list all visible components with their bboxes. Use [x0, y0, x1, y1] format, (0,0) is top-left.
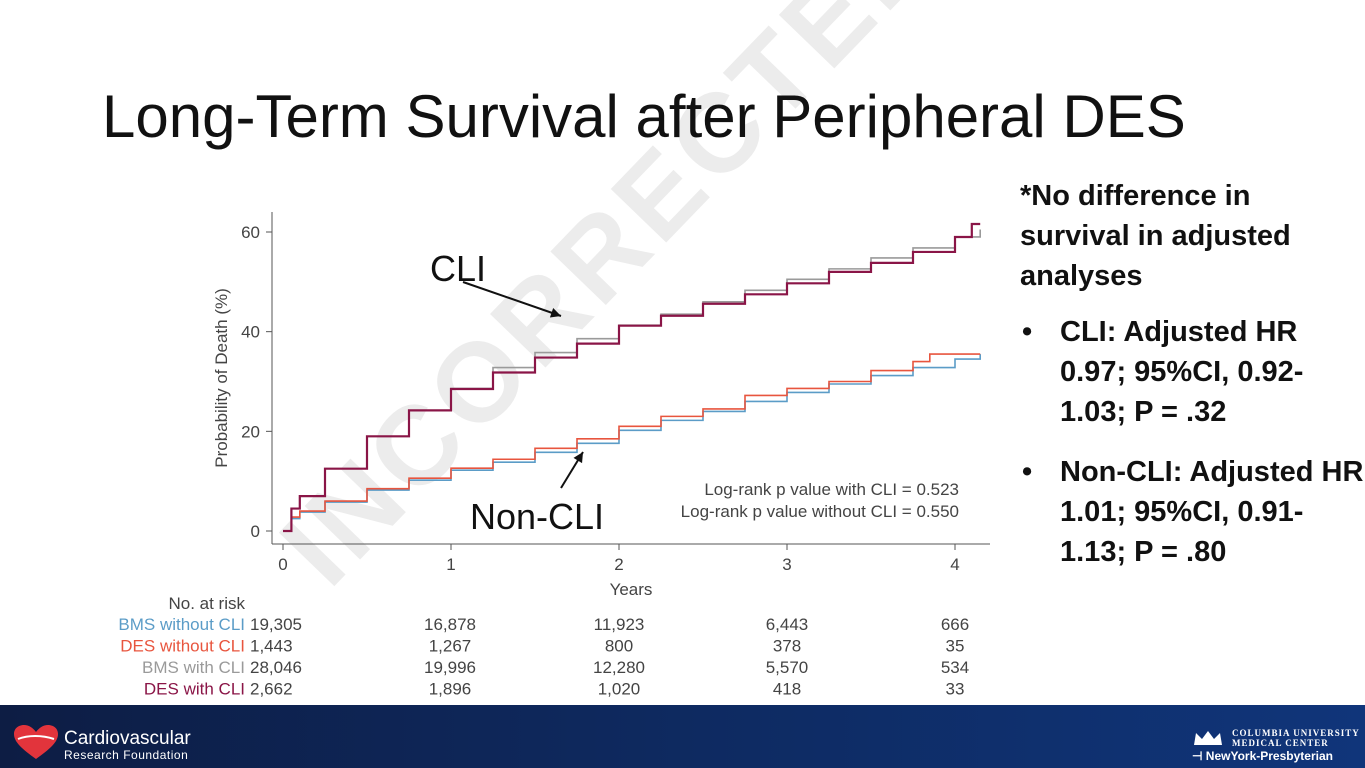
risk-row-label: BMS without CLI — [118, 615, 245, 634]
x-axis-title: Years — [610, 580, 653, 599]
risk-cell: 378 — [773, 637, 801, 656]
risk-cell: 6,443 — [766, 615, 809, 634]
columbia-text: Columbia University Medical Center — [1232, 728, 1365, 748]
heart-logo-icon — [14, 725, 58, 759]
footer-bar: Cardiovascular Research Foundation Colum… — [0, 705, 1365, 768]
x-tick-label: 1 — [446, 555, 455, 574]
pvalue-with-cli: Log-rank p value with CLI = 0.523 — [704, 480, 959, 499]
crf-subtitle: Research Foundation — [64, 748, 189, 762]
risk-cell: 19,996 — [424, 658, 476, 677]
crown-icon — [1194, 731, 1222, 745]
side-note-text: Non-CLI: Adjusted HR 1.01; 95%CI, 0.91-1… — [1060, 456, 1364, 568]
risk-cell: 666 — [941, 615, 969, 634]
cli-arrow-shaft — [462, 281, 562, 317]
bullet-icon: • — [1022, 456, 1033, 488]
risk-cell: 418 — [773, 680, 801, 699]
pvalue-without-cli: Log-rank p value without CLI = 0.550 — [681, 502, 959, 521]
risk-cell: 534 — [941, 658, 969, 677]
risk-cell: 1,896 — [429, 680, 472, 699]
side-notes-header: *No difference in survival in adjusted a… — [1020, 180, 1291, 292]
x-tick-label: 4 — [950, 555, 959, 574]
risk-cell: 16,878 — [424, 615, 476, 634]
nyp-text: NewYork-Presbyterian — [1205, 749, 1333, 763]
side-note-text: CLI: Adjusted HR 0.97; 95%CI, 0.92-1.03;… — [1060, 316, 1304, 428]
y-tick-label: 40 — [241, 323, 260, 342]
side-note-bullet-non-cli: • Non-CLI: Adjusted HR 1.01; 95%CI, 0.91-… — [1020, 452, 1365, 572]
risk-cell: 11,923 — [594, 615, 645, 634]
side-note-bullet-cli: • CLI: Adjusted HR 0.97; 95%CI, 0.92-1.03… — [1020, 312, 1365, 432]
risk-cell: 2,662 — [250, 680, 293, 699]
columbia-line2: Medical Center — [1232, 738, 1329, 748]
risk-cell: 5,570 — [766, 658, 809, 677]
risk-row-label: DES with CLI — [144, 680, 245, 699]
risk-cell: 800 — [605, 637, 633, 656]
side-notes: *No difference in survival in adjusted a… — [1020, 176, 1365, 592]
columbia-line1: Columbia University — [1232, 728, 1360, 738]
risk-row-label: BMS with CLI — [142, 658, 245, 677]
risk-row-label: DES without CLI — [120, 637, 245, 656]
risk-cell: 1,267 — [429, 637, 472, 656]
risk-cell: 28,046 — [250, 658, 302, 677]
crf-wordmark: Cardiovascular Research Foundation — [64, 729, 191, 762]
x-tick-label: 2 — [614, 555, 623, 574]
bullet-icon: • — [1022, 316, 1033, 348]
nyp-mark-icon: ⊣ — [1192, 749, 1206, 763]
crf-name: Cardiovascular — [64, 728, 191, 749]
y-axis-title: Probability of Death (%) — [212, 288, 231, 468]
non-cli-arrow-head — [573, 452, 583, 464]
survival-chart: 0 20 40 60 0 1 2 3 4 Years Probability of Death (%… — [118, 212, 990, 699]
side-notes-list: • CLI: Adjusted HR 0.97; 95%CI, 0.92-1.03… — [1020, 312, 1365, 572]
cli-arrow-head — [549, 307, 561, 318]
x-tick-label: 0 — [278, 555, 287, 574]
risk-cell: 1,443 — [250, 637, 293, 656]
risk-cell: 12,280 — [593, 658, 645, 677]
y-tick-label: 0 — [251, 522, 260, 541]
nyp-logo: ⊣ NewYork-Presbyterian — [1192, 749, 1333, 763]
x-tick-label: 3 — [782, 555, 791, 574]
series-line-2 — [283, 353, 981, 532]
risk-cell: 19,305 — [250, 615, 302, 634]
non-cli-annotation: Non-CLI — [470, 496, 605, 537]
y-tick-label: 60 — [241, 223, 260, 242]
cli-annotation: CLI — [430, 248, 487, 289]
risk-cell: 1,020 — [598, 680, 641, 699]
y-tick-label: 20 — [241, 422, 260, 441]
risk-table-header: No. at risk — [168, 594, 245, 613]
slide-title: Long-Term Survival after Peripheral DES — [102, 83, 1186, 150]
series-line-4 — [283, 222, 981, 533]
risk-cell: 33 — [946, 680, 965, 699]
risk-cell: 35 — [946, 637, 965, 656]
